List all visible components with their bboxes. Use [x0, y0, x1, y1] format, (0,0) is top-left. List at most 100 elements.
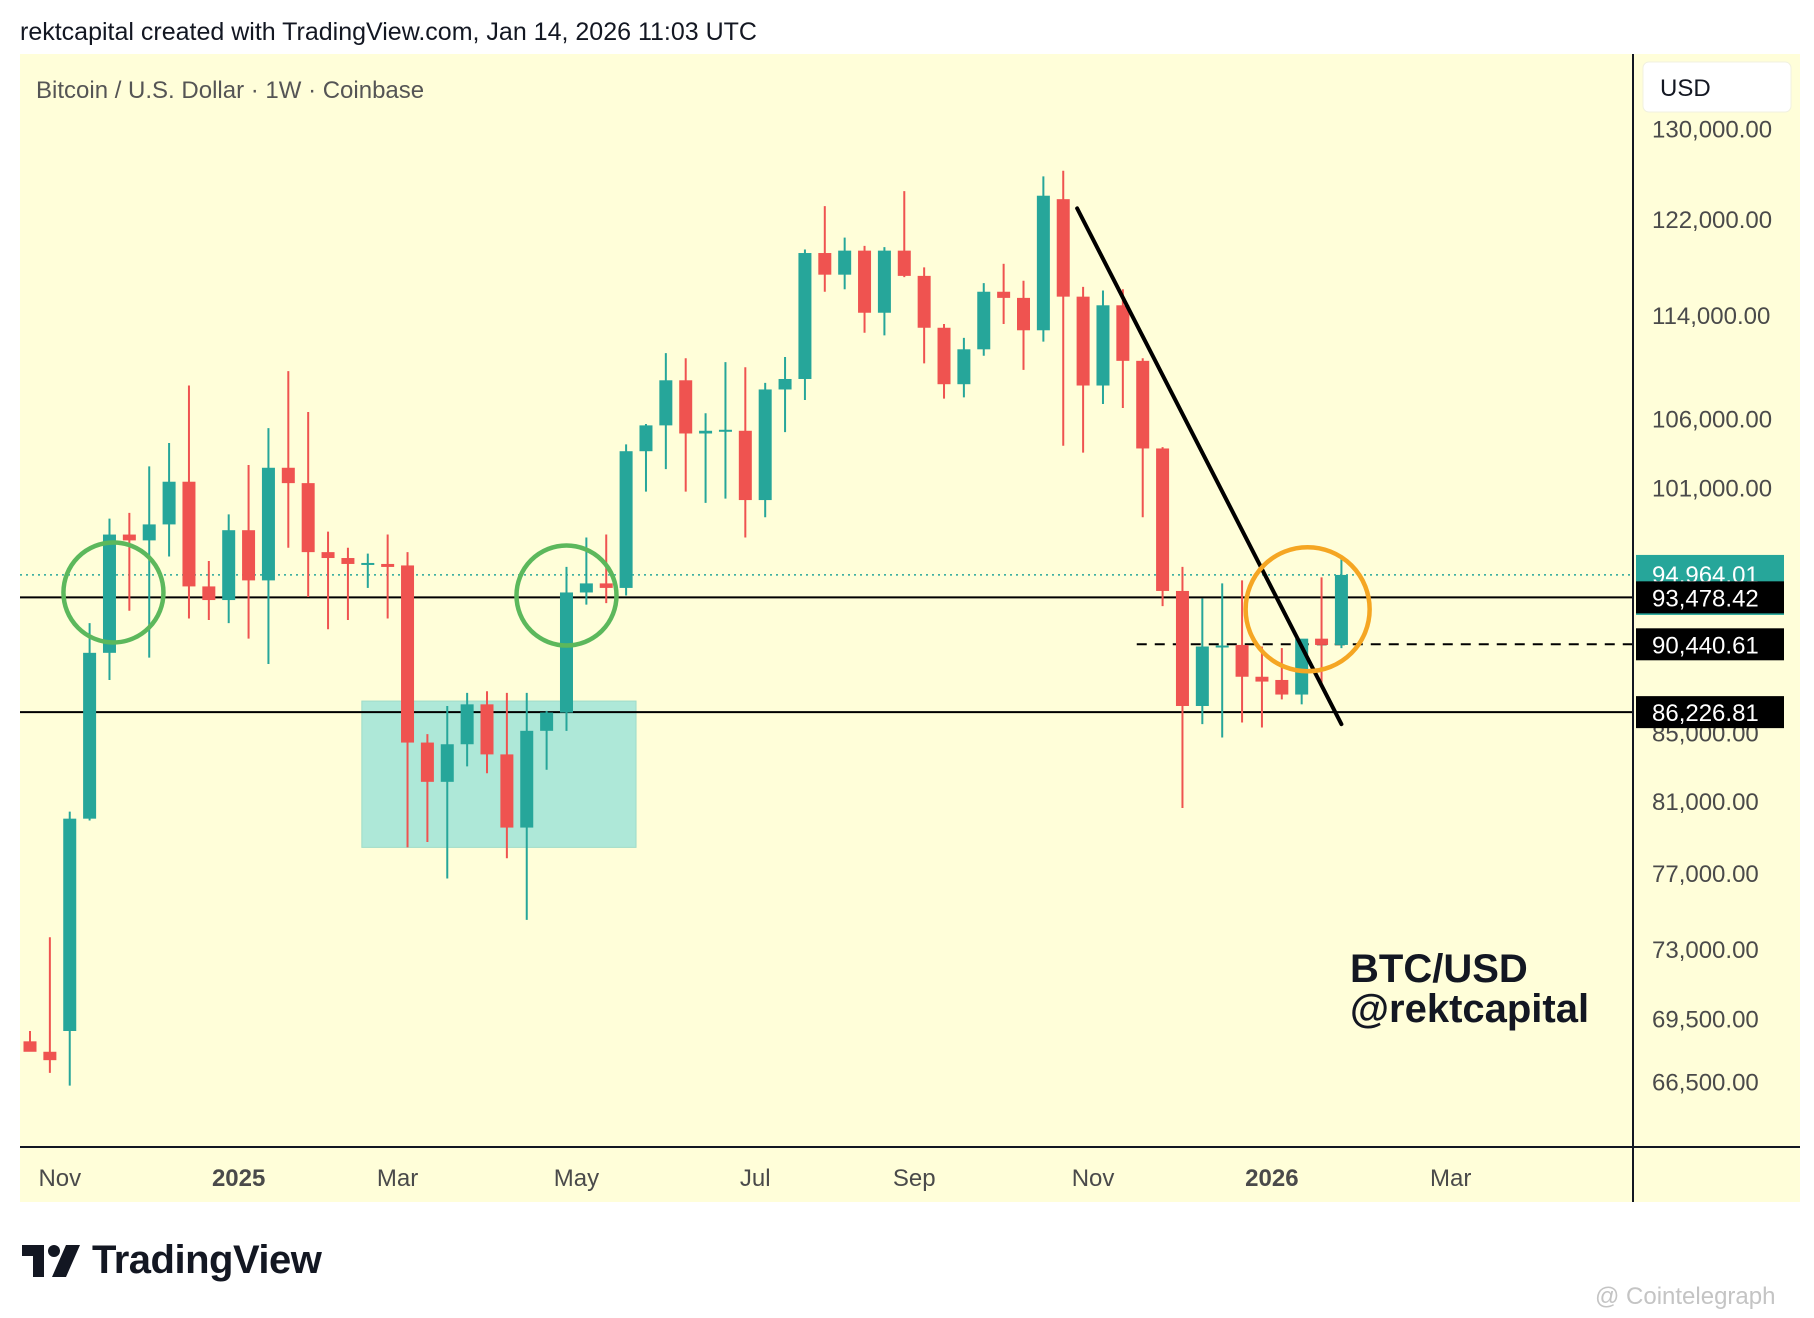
candle-body: [102, 534, 116, 653]
price-tick-label: 130,000.00: [1652, 117, 1772, 144]
candle: [1215, 583, 1229, 738]
candle: [242, 464, 256, 639]
candle-body: [341, 558, 355, 564]
candle: [1255, 646, 1269, 728]
candle-body: [1036, 195, 1050, 331]
price-tick-label: 69,500.00: [1652, 1007, 1759, 1034]
candle: [838, 237, 852, 290]
candle-body: [520, 730, 534, 828]
candle: [798, 249, 812, 401]
time-axis: Nov 2025 Mar May Jul Sep Nov 2026 Mar: [38, 1165, 1471, 1192]
candle-body: [937, 327, 951, 385]
candle-body: [23, 1041, 37, 1052]
candle: [758, 382, 772, 518]
highlight-circle-green: [514, 543, 619, 648]
candle: [877, 247, 891, 336]
candle-body: [679, 380, 693, 434]
candle-body: [381, 563, 395, 567]
candle: [341, 547, 355, 621]
candle-body: [1315, 638, 1329, 645]
candle-body: [599, 583, 613, 588]
highlight-circle-orange: [1243, 544, 1372, 674]
candle-body: [1156, 448, 1170, 591]
candle-body: [778, 378, 792, 390]
candle: [977, 283, 991, 356]
candle: [480, 691, 494, 774]
candle: [679, 358, 693, 492]
candle-body: [957, 349, 971, 385]
candle: [1195, 598, 1209, 725]
price-tick-label: 122,000.00: [1652, 207, 1772, 234]
candle-body: [1175, 590, 1189, 706]
candle-body: [261, 467, 275, 581]
chart-header: rektcapital created with TradingView.com…: [20, 18, 757, 46]
tradingview-logo[interactable]: TradingView: [22, 1238, 322, 1283]
time-tick-label: Mar: [1430, 1165, 1471, 1192]
candle-body: [401, 565, 415, 743]
candle-body: [1275, 679, 1289, 695]
candle-body: [997, 291, 1011, 298]
candle-body: [619, 451, 633, 588]
candle-body: [639, 425, 653, 452]
price-axis-background: [1634, 54, 1800, 1202]
highlight-circle-green: [61, 540, 166, 645]
candle-body: [758, 389, 772, 501]
candle: [102, 518, 116, 680]
candle: [1017, 280, 1030, 370]
candle-body: [1334, 574, 1348, 645]
candle-body: [321, 552, 335, 559]
candle-body: [559, 592, 573, 713]
time-tick-label: 2026: [1245, 1165, 1298, 1192]
currency-button[interactable]: USD: [1642, 61, 1792, 113]
price-tick-label: 81,000.00: [1652, 789, 1759, 816]
candle-body: [142, 524, 156, 541]
candle: [937, 323, 951, 399]
candle: [182, 385, 196, 619]
candle: [699, 413, 713, 503]
candle: [778, 356, 792, 433]
candle-body: [838, 250, 852, 275]
candle-body: [659, 380, 673, 426]
candle: [1136, 358, 1150, 518]
plot-background: [20, 54, 1633, 1202]
candle-body: [122, 534, 136, 541]
candle: [559, 566, 573, 731]
candle: [222, 514, 236, 624]
price-tag-level: [1636, 581, 1784, 614]
time-tick-label: Jul: [740, 1165, 771, 1192]
candle: [1334, 558, 1348, 649]
candle: [1036, 176, 1050, 342]
candle: [1275, 648, 1289, 700]
candle-body: [1136, 360, 1150, 449]
candle: [281, 371, 295, 548]
symbol-title: Bitcoin / U.S. Dollar · 1W · Coinbase: [36, 77, 424, 104]
price-tick-label: 73,000.00: [1652, 937, 1759, 964]
candle: [818, 206, 832, 292]
tradingview-logo-text: TradingView: [92, 1238, 322, 1282]
candle-body: [1096, 305, 1110, 386]
candle-body: [301, 483, 315, 553]
descending-trendline: [1075, 206, 1344, 727]
candle-body: [738, 430, 752, 501]
candle: [1096, 290, 1110, 404]
candle-body: [699, 430, 713, 434]
candle-body: [480, 704, 494, 755]
candle-body: [1116, 305, 1130, 361]
candle: [957, 337, 971, 398]
candle: [401, 552, 415, 848]
price-axis: 130,000.00 122,000.00 114,000.00 106,000.00…: [1652, 117, 1772, 1097]
candle-body: [162, 481, 176, 525]
candle-body: [1215, 645, 1229, 648]
candle: [1156, 447, 1170, 607]
candle-body: [281, 467, 295, 484]
candle-body: [222, 530, 236, 601]
candle: [261, 428, 275, 664]
candle-body: [579, 583, 593, 593]
candle: [162, 443, 176, 557]
candle: [83, 623, 97, 821]
candle-body: [1235, 644, 1249, 677]
candle: [321, 531, 335, 630]
candle: [1056, 170, 1070, 446]
candle: [718, 362, 732, 499]
